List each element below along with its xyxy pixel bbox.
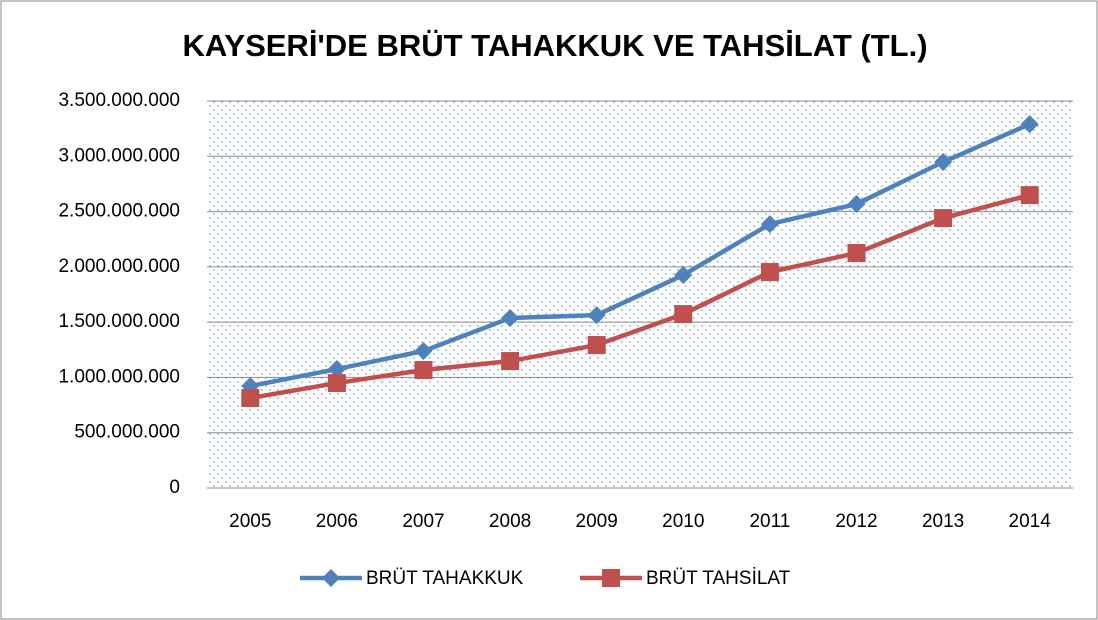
data-point xyxy=(760,263,779,282)
legend-label: BRÜT TAHSİLAT xyxy=(646,568,791,589)
data-point xyxy=(1020,186,1039,205)
data-point xyxy=(934,209,953,228)
data-point xyxy=(587,306,606,325)
x-tick-label: 2006 xyxy=(316,511,358,532)
data-point xyxy=(847,195,866,214)
data-point xyxy=(501,352,520,371)
data-point xyxy=(674,305,693,324)
data-point xyxy=(587,336,606,355)
y-tick-label: 2.000.000.000 xyxy=(58,256,180,277)
data-point xyxy=(241,388,260,407)
y-tick-label: 3.000.000.000 xyxy=(58,145,180,166)
x-tick-label: 2009 xyxy=(576,511,618,532)
data-point xyxy=(1020,115,1039,134)
legend-marker xyxy=(322,569,340,587)
data-point xyxy=(327,374,346,393)
chart-title: KAYSERİ'DE BRÜT TAHAKKUK VE TAHSİLAT (TL… xyxy=(182,28,927,63)
x-tick-label: 2012 xyxy=(835,511,877,532)
x-tick-label: 2013 xyxy=(922,511,964,532)
data-point xyxy=(934,153,953,172)
x-tick-label: 2010 xyxy=(662,511,704,532)
series-line xyxy=(249,122,1031,389)
data-point xyxy=(501,309,520,328)
y-tick-label: 0 xyxy=(169,477,180,498)
y-tick-label: 2.500.000.000 xyxy=(58,201,180,222)
data-point xyxy=(327,360,346,379)
x-tick-label: 2005 xyxy=(229,511,271,532)
series-line xyxy=(249,192,1031,401)
data-point xyxy=(760,215,779,234)
x-tick-label: 2014 xyxy=(1009,511,1052,532)
y-tick-label: 1.000.000.000 xyxy=(58,366,180,387)
y-tick-label: 500.000.000 xyxy=(74,422,180,443)
data-point xyxy=(414,342,433,361)
data-point xyxy=(674,266,693,285)
x-tick-label: 2011 xyxy=(749,511,790,532)
legend-marker xyxy=(602,569,620,587)
y-tick-label: 1.500.000.000 xyxy=(58,311,180,332)
data-point xyxy=(847,244,866,263)
x-tick-label: 2008 xyxy=(489,511,531,532)
y-tick-label: 3.500.000.000 xyxy=(58,90,180,111)
x-tick-label: 2007 xyxy=(402,511,444,532)
data-point xyxy=(414,361,433,380)
legend-label: BRÜT TAHAKKUK xyxy=(366,568,524,589)
